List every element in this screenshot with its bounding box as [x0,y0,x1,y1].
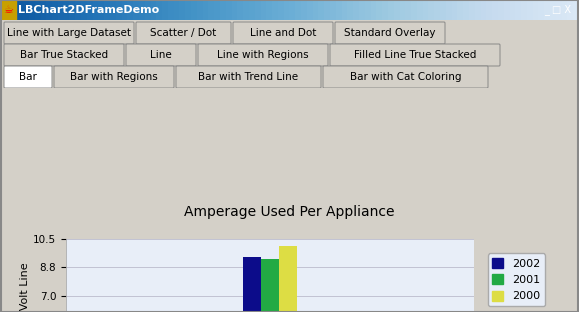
FancyBboxPatch shape [176,66,321,88]
FancyBboxPatch shape [4,22,134,44]
Text: Bar with Cat Coloring: Bar with Cat Coloring [350,72,461,82]
Text: Bar True Stacked: Bar True Stacked [20,50,108,60]
FancyBboxPatch shape [54,66,174,88]
FancyBboxPatch shape [136,22,231,44]
FancyBboxPatch shape [330,44,500,66]
Text: _ □ X: _ □ X [544,5,571,16]
FancyBboxPatch shape [323,66,488,88]
FancyBboxPatch shape [335,22,445,44]
Text: Line: Line [150,50,172,60]
Text: Bar: Bar [19,72,37,82]
Text: Scatter / Dot: Scatter / Dot [151,28,217,38]
Text: ☕: ☕ [3,5,13,15]
Bar [0,0,16,20]
Text: Bar with Trend Line: Bar with Trend Line [199,72,299,82]
Title: Amperage Used Per Appliance: Amperage Used Per Appliance [184,205,395,219]
Text: Line with Regions: Line with Regions [217,50,309,60]
FancyBboxPatch shape [126,44,196,66]
Text: Filled Line True Stacked: Filled Line True Stacked [354,50,476,60]
Text: LBChart2DFrameDemo: LBChart2DFrameDemo [18,5,159,15]
FancyBboxPatch shape [198,44,328,66]
FancyBboxPatch shape [4,44,124,66]
Text: Line and Dot: Line and Dot [250,28,316,38]
FancyBboxPatch shape [233,22,333,44]
Text: Bar with Regions: Bar with Regions [70,72,158,82]
FancyBboxPatch shape [4,66,52,88]
Text: Line with Large Dataset: Line with Large Dataset [7,28,131,38]
Text: Standard Overlay: Standard Overlay [345,28,436,38]
